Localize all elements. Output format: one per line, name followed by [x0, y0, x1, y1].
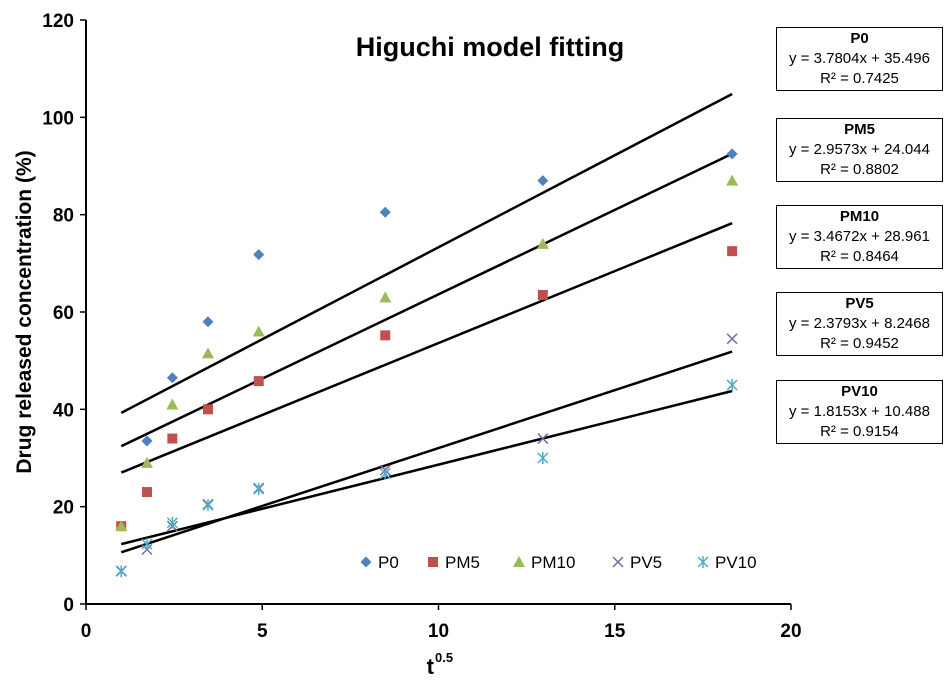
equation-series-name: PM5 [844, 121, 875, 138]
y-tick-label: 0 [63, 595, 74, 616]
legend-marker-pv5 [612, 556, 624, 568]
equation-text: y = 3.7804x + 35.496 [789, 50, 930, 67]
equation-series-name: P0 [850, 30, 869, 47]
y-tick-label: 20 [53, 498, 74, 519]
r-squared-text: R² = 0.9154 [820, 423, 899, 440]
data-point-pm5 [253, 376, 264, 387]
data-point-pv10 [202, 499, 214, 512]
legend-label-pv10: PV10 [715, 553, 757, 572]
trendline-equation-box-p0: P0 y = 3.7804x + 35.496 R² = 0.7425 [776, 27, 943, 91]
legend-marker-pv10 [697, 556, 709, 568]
data-points [115, 148, 739, 578]
r-squared-text: R² = 0.9452 [820, 335, 899, 352]
trendline-pm5 [120, 222, 733, 474]
r-squared-text: R² = 0.8464 [820, 248, 899, 265]
data-point-pv10 [537, 452, 549, 464]
data-point-pv10 [726, 379, 738, 391]
data-point-p0 [141, 435, 153, 447]
trendline-pm10 [120, 152, 733, 448]
trendline-equation-box-pv10: PV10 y = 1.8153x + 10.488 R² = 0.9154 [776, 380, 943, 444]
y-axis-label: Drug released concentration (%) [13, 150, 36, 473]
equation-series-name: PV10 [841, 383, 878, 400]
x-tick-label: 10 [428, 621, 449, 642]
x-tick-label: 15 [604, 621, 626, 642]
data-point-pv10 [141, 538, 153, 551]
data-point-pm10 [726, 174, 739, 186]
equation-text: y = 2.3793x + 8.2468 [789, 315, 930, 332]
r-squared-text: R² = 0.8802 [820, 161, 899, 178]
trendline-equation-box-pm10: PM10 y = 3.4672x + 28.961 R² = 0.8464 [776, 205, 943, 269]
data-point-pm10 [379, 291, 392, 303]
data-point-pm10 [115, 520, 128, 532]
trendline-pv10 [120, 389, 733, 546]
trendlines [120, 92, 733, 554]
legend: P0 PM5 PM10 PV5 PV10 [360, 553, 757, 572]
equation-text: y = 3.4672x + 28.961 [789, 228, 930, 245]
x-tick-label: 20 [780, 621, 801, 642]
y-tick-label: 80 [53, 206, 74, 227]
y-tick-label: 40 [53, 400, 74, 421]
r-squared-text: R² = 0.7425 [820, 70, 899, 87]
data-point-pm5 [167, 433, 178, 444]
legend-marker-p0 [360, 556, 372, 568]
data-point-pm10 [166, 398, 179, 410]
legend-marker-pm5 [428, 557, 438, 567]
equation-text: y = 1.8153x + 10.488 [789, 403, 930, 420]
data-point-pm10 [140, 456, 153, 468]
data-point-pv10 [379, 467, 391, 480]
data-point-pv10 [253, 483, 265, 496]
data-point-pv10 [166, 516, 178, 529]
axes [80, 19, 792, 610]
tick-labels: 0 20 40 60 80 100 120 0 5 10 15 20 [42, 11, 801, 642]
data-point-pm5 [537, 289, 548, 300]
data-point-pv5 [537, 433, 549, 445]
data-point-p0 [726, 148, 738, 160]
data-point-pm5 [380, 330, 391, 341]
legend-label-pm5: PM5 [445, 553, 480, 572]
x-tick-label: 0 [81, 621, 92, 642]
data-point-pm5 [727, 246, 738, 257]
data-point-pm10 [201, 347, 214, 359]
data-point-pm10 [536, 237, 549, 249]
legend-marker-pm10 [513, 556, 525, 567]
equation-series-name: PV5 [845, 295, 874, 312]
data-point-pv5 [726, 333, 738, 345]
equation-series-name: PM10 [839, 208, 880, 225]
y-tick-label: 120 [42, 11, 74, 32]
y-tick-label: 60 [53, 303, 74, 324]
data-point-p0 [537, 175, 549, 187]
trendline-equation-box-pv5: PV5 y = 2.3793x + 8.2468 R² = 0.9452 [776, 292, 943, 356]
x-tick-label: 5 [257, 621, 268, 642]
data-point-pm10 [252, 325, 265, 337]
data-point-p0 [202, 316, 214, 328]
y-tick-label: 100 [42, 108, 74, 129]
legend-label-pm10: PM10 [531, 553, 575, 572]
data-point-pm5 [202, 404, 213, 415]
x-axis-label-superscript: 0.5 [435, 650, 453, 665]
legend-label-p0: P0 [378, 553, 399, 572]
data-point-p0 [166, 372, 178, 384]
trendline-equation-box-pm5: PM5 y = 2.9573x + 24.044 R² = 0.8802 [776, 118, 943, 182]
data-point-p0 [253, 249, 265, 261]
data-point-p0 [379, 206, 391, 218]
x-axis-label: t [427, 654, 435, 679]
trendline-p0 [120, 92, 733, 414]
data-point-pm5 [141, 487, 152, 498]
chart-title: Higuchi model fitting [356, 32, 624, 62]
equation-text: y = 2.9573x + 24.044 [789, 141, 930, 158]
legend-label-pv5: PV5 [630, 553, 662, 572]
data-point-pv10 [115, 565, 127, 578]
